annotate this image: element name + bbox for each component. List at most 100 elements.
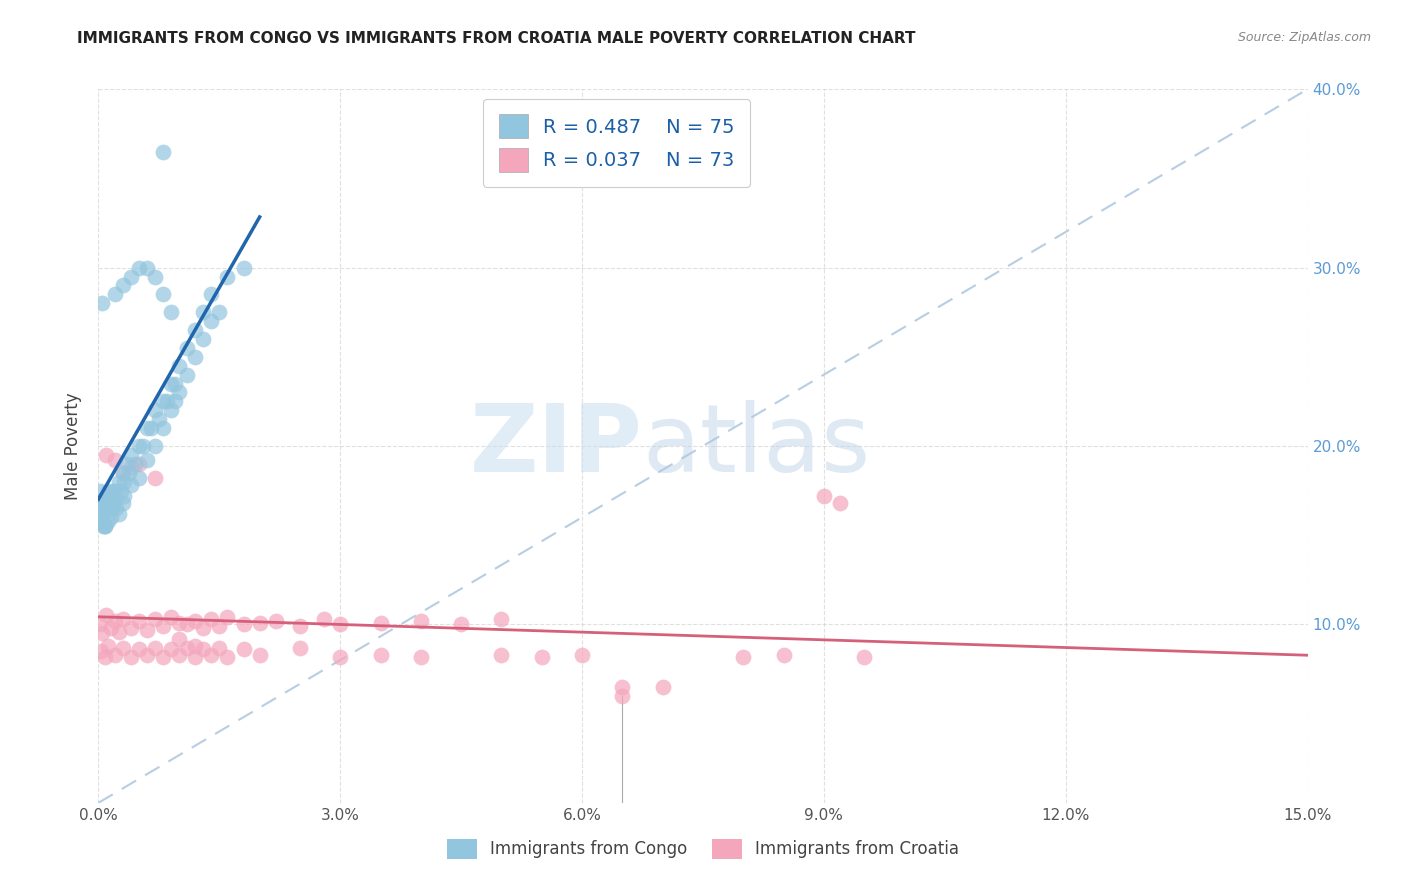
Point — [571, 648, 593, 662]
Point — [120, 621, 142, 635]
Point — [409, 649, 432, 664]
Point — [160, 610, 183, 624]
Point — [91, 501, 114, 516]
Point — [128, 439, 150, 453]
Point — [94, 496, 117, 510]
Point — [120, 460, 142, 475]
Point — [100, 501, 122, 516]
Point — [160, 305, 183, 319]
Point — [491, 612, 513, 626]
Point — [96, 448, 118, 462]
Point — [530, 649, 553, 664]
Point — [143, 471, 166, 485]
Point — [96, 492, 118, 507]
Point — [193, 305, 215, 319]
Point — [160, 403, 183, 417]
Point — [853, 649, 876, 664]
Point — [103, 492, 125, 507]
Point — [97, 639, 120, 653]
Point — [288, 619, 311, 633]
Point — [232, 617, 254, 632]
Point — [329, 649, 352, 664]
Point — [772, 648, 794, 662]
Point — [612, 689, 634, 703]
Point — [249, 615, 271, 630]
Point — [110, 483, 132, 498]
Point — [208, 619, 231, 633]
Point — [94, 519, 117, 533]
Point — [176, 640, 198, 655]
Point — [167, 385, 190, 400]
Point — [200, 287, 222, 301]
Point — [612, 680, 634, 694]
Point — [120, 269, 142, 284]
Point — [96, 608, 118, 623]
Point — [148, 412, 170, 426]
Point — [176, 368, 198, 382]
Point — [107, 624, 129, 639]
Point — [132, 439, 155, 453]
Point — [163, 394, 186, 409]
Point — [160, 376, 183, 391]
Point — [491, 648, 513, 662]
Point — [89, 514, 111, 528]
Point — [152, 619, 174, 633]
Point — [96, 489, 118, 503]
Point — [128, 471, 150, 485]
Point — [167, 615, 190, 630]
Point — [176, 341, 198, 355]
Point — [91, 626, 114, 640]
Point — [813, 489, 835, 503]
Point — [200, 648, 222, 662]
Point — [111, 640, 134, 655]
Point — [651, 680, 673, 694]
Point — [105, 501, 128, 516]
Point — [91, 519, 114, 533]
Point — [232, 642, 254, 657]
Point — [111, 466, 134, 480]
Point — [124, 457, 146, 471]
Point — [217, 610, 239, 624]
Point — [94, 649, 117, 664]
Point — [97, 514, 120, 528]
Point — [152, 649, 174, 664]
Point — [128, 614, 150, 628]
Point — [111, 466, 134, 480]
Point — [111, 612, 134, 626]
Point — [184, 350, 207, 364]
Point — [103, 287, 125, 301]
Point — [89, 617, 111, 632]
Point — [450, 617, 472, 632]
Point — [101, 492, 124, 507]
Point — [103, 648, 125, 662]
Point — [217, 269, 239, 284]
Point — [143, 403, 166, 417]
Point — [107, 475, 129, 489]
Point — [91, 510, 114, 524]
Point — [409, 614, 432, 628]
Point — [184, 323, 207, 337]
Point — [90, 507, 112, 521]
Y-axis label: Male Poverty: Male Poverty — [65, 392, 83, 500]
Point — [152, 421, 174, 435]
Point — [200, 612, 222, 626]
Point — [90, 492, 112, 507]
Point — [128, 260, 150, 275]
Point — [103, 453, 125, 467]
Point — [208, 640, 231, 655]
Point — [139, 421, 162, 435]
Point — [329, 617, 352, 632]
Point — [167, 359, 190, 373]
Point — [152, 287, 174, 301]
Point — [100, 621, 122, 635]
Point — [112, 475, 135, 489]
Point — [120, 478, 142, 492]
Point — [184, 639, 207, 653]
Point — [118, 466, 141, 480]
Point — [100, 510, 122, 524]
Point — [103, 614, 125, 628]
Point — [97, 483, 120, 498]
Point — [90, 492, 112, 507]
Text: atlas: atlas — [643, 400, 870, 492]
Point — [135, 421, 157, 435]
